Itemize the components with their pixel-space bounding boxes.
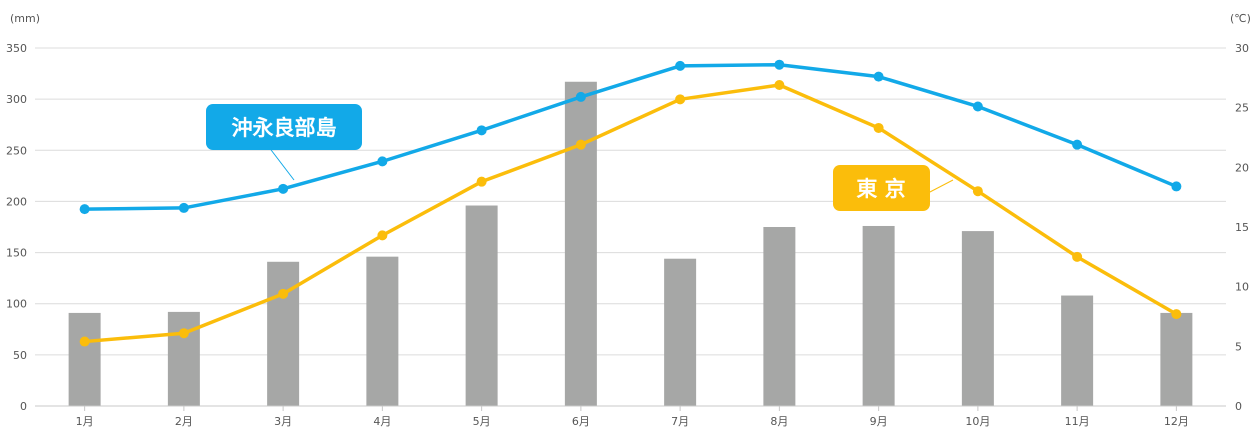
series-1-point [873, 122, 884, 133]
right-tick-label: 0 [1235, 400, 1242, 413]
x-axis: 1月 2月 3月 4月 5月 6月 7月 8月 9月 10月 11月 12月 [76, 406, 1189, 428]
series-1-point [377, 230, 388, 241]
x-tick-label: 11月 [1065, 415, 1090, 428]
left-axis: 0 50 100 150 200 250 300 350 [6, 42, 27, 413]
rainfall-bar [465, 205, 498, 406]
left-tick-label: 50 [13, 349, 27, 362]
left-tick-label: 100 [6, 298, 27, 311]
series-1-point [1072, 251, 1083, 262]
rainfall-bar [763, 227, 796, 406]
rainfall-bar [564, 81, 597, 407]
x-tick-label: 12月 [1164, 415, 1189, 428]
callout-tokyo-label: 東 京 [856, 177, 905, 201]
rainfall-bar [961, 231, 994, 406]
right-tick-label: 5 [1235, 340, 1242, 353]
x-tick-label: 5月 [473, 415, 491, 428]
series-0-point [1072, 139, 1083, 150]
left-tick-label: 150 [6, 247, 27, 260]
x-tick-label: 2月 [175, 415, 193, 428]
series-0-point [278, 183, 289, 194]
left-tick-label: 250 [6, 144, 27, 157]
callout-tokyo-pointer [927, 179, 954, 194]
series-0-point [377, 156, 388, 167]
x-tick-label: 9月 [870, 415, 888, 428]
left-tick-label: 350 [6, 42, 27, 55]
x-tick-label: 10月 [965, 415, 990, 428]
right-tick-label: 25 [1235, 102, 1249, 115]
x-tick-label: 1月 [76, 415, 94, 428]
callout-okinoerabu: 沖永良部島 [206, 104, 362, 181]
rainfall-bar [1160, 312, 1193, 406]
right-tick-label: 30 [1235, 42, 1249, 55]
rainfall-bar [1061, 295, 1094, 406]
series-0-point [873, 71, 884, 82]
series-line-0 [84, 62, 1178, 211]
rainfall-bar [167, 311, 200, 406]
right-tick-label: 20 [1235, 161, 1249, 174]
left-tick-label: 200 [6, 195, 27, 208]
series-1-point [79, 336, 90, 347]
x-tick-label: 3月 [274, 415, 292, 428]
series-1-point [675, 94, 686, 105]
series-0-point [675, 60, 686, 71]
x-tick-label: 6月 [572, 415, 590, 428]
rainfall-bar [267, 261, 300, 406]
series-0-point [79, 204, 90, 215]
series-0-point [972, 101, 983, 112]
series-1-point [774, 79, 785, 90]
series-0-point [1171, 181, 1182, 192]
x-tick-label: 4月 [373, 415, 391, 428]
rainfall-bars [68, 81, 1193, 407]
callout-okinoerabu-label: 沖永良部島 [232, 116, 337, 140]
gridlines [35, 47, 1226, 356]
series-1-point [178, 328, 189, 339]
series-0-point [575, 91, 586, 102]
rainfall-bar [366, 256, 399, 406]
left-axis-unit: (mm) [10, 12, 40, 25]
x-tick-label: 8月 [770, 415, 788, 428]
series-1-point [972, 186, 983, 197]
x-tick-label: 7月 [671, 415, 689, 428]
rainfall-bar [862, 225, 895, 406]
callout-tokyo-box [833, 165, 930, 211]
series-0-point [476, 125, 487, 136]
right-tick-label: 15 [1235, 221, 1249, 234]
rainfall-bar [68, 312, 101, 406]
right-tick-label: 10 [1235, 281, 1249, 294]
right-axis-unit: (℃) [1230, 12, 1251, 25]
callout-tokyo: 東 京 [833, 165, 954, 211]
series-0-point [774, 59, 785, 70]
left-tick-label: 300 [6, 93, 27, 106]
series-1-point [1171, 309, 1182, 320]
rainfall-bar [664, 258, 697, 406]
series-1-point [278, 288, 289, 299]
series-0-point [178, 202, 189, 213]
temperature-lines [79, 59, 1182, 347]
right-axis: 0 5 10 15 20 25 30 [1235, 42, 1249, 413]
series-1-point [476, 176, 487, 187]
left-tick-label: 0 [20, 400, 27, 413]
series-line-1 [84, 83, 1178, 344]
callout-okinoerabu-box [206, 104, 362, 150]
series-1-point [575, 139, 586, 150]
